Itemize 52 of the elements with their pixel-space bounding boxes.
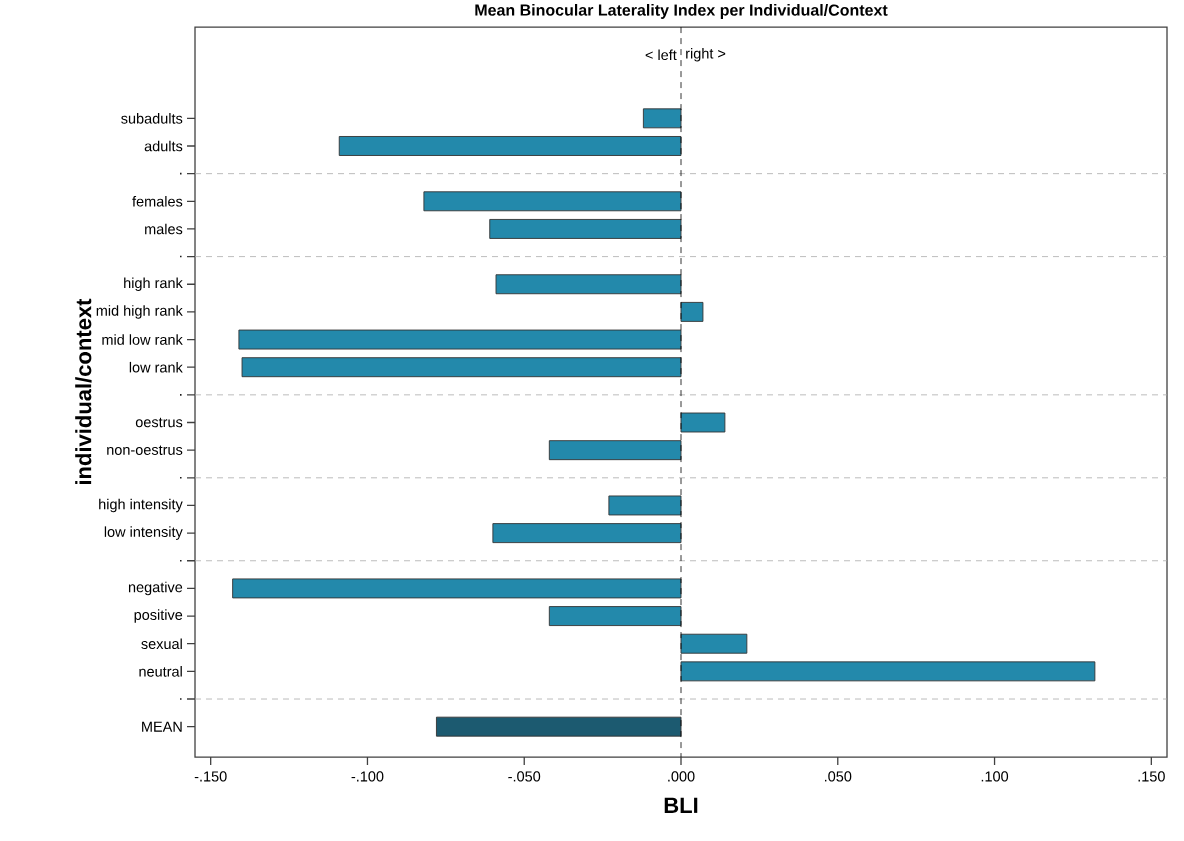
y-tick-label: negative xyxy=(128,581,183,596)
x-tick-label: .150 xyxy=(1138,771,1165,782)
y-tick-label: . xyxy=(180,394,182,396)
text: < left xyxy=(645,49,677,61)
bar xyxy=(435,716,682,737)
y-tick-label: . xyxy=(180,255,182,258)
x-tick-label: .050 xyxy=(825,771,852,782)
x-tick-label: .000 xyxy=(668,771,695,782)
x-tick-label: -.050 xyxy=(508,771,541,782)
y-tick-label: females xyxy=(132,195,183,207)
y-tick-label: high intensity xyxy=(99,498,183,513)
y-axis-title: individual/context xyxy=(75,298,92,485)
y-tick-label: positive xyxy=(134,609,183,623)
bar xyxy=(548,440,682,461)
y-tick-label: sexual xyxy=(141,638,182,650)
bar xyxy=(338,136,682,156)
x-axis-title: BLI xyxy=(664,797,698,813)
y-tick-label: . xyxy=(180,477,182,479)
x-tick-label: .100 xyxy=(981,771,1009,782)
bar xyxy=(608,495,682,516)
bar xyxy=(238,329,682,350)
bar xyxy=(232,578,682,599)
y-tick-label: adults xyxy=(144,140,183,152)
bar xyxy=(680,633,748,654)
y-tick-label: . xyxy=(180,172,182,175)
bar xyxy=(241,357,682,378)
y-tick-label: mid low rank xyxy=(102,334,183,345)
y-tick-label: low rank xyxy=(129,361,183,373)
y-tick-label: low intensity xyxy=(104,526,183,540)
y-tick-label: . xyxy=(180,559,182,562)
y-tick-label: mid high rank xyxy=(96,305,183,319)
bar xyxy=(489,218,682,239)
bar xyxy=(492,523,682,544)
x-tick-label: -.100 xyxy=(351,771,384,782)
text: right > xyxy=(686,47,726,62)
bar xyxy=(680,661,1096,682)
y-tick-label: non-oestrus xyxy=(107,445,183,455)
bar xyxy=(642,108,682,129)
bar xyxy=(680,301,704,322)
y-tick-label: males xyxy=(145,223,183,235)
bar xyxy=(495,274,682,295)
x-tick-label: -.150 xyxy=(194,771,227,782)
y-tick-label: . xyxy=(180,698,182,700)
bar xyxy=(680,412,726,433)
chart-title: Mean Binocular Laterality Index per Individual/Context xyxy=(475,3,888,19)
y-tick-label: neutral xyxy=(139,666,182,677)
y-tick-label: subadults xyxy=(121,112,183,124)
bar xyxy=(548,606,682,626)
y-tick-label: oestrus xyxy=(135,417,183,428)
y-tick-label: high rank xyxy=(124,277,183,291)
bar xyxy=(423,191,682,212)
y-tick-label: MEAN xyxy=(142,721,182,732)
